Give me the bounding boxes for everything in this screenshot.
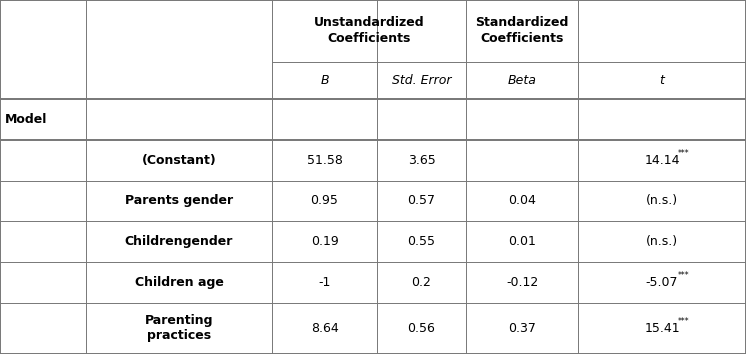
Text: B: B (320, 74, 329, 87)
Text: (n.s.): (n.s.) (646, 235, 678, 248)
Text: 0.19: 0.19 (310, 235, 339, 248)
Text: (n.s.): (n.s.) (646, 194, 678, 207)
Text: 3.65: 3.65 (407, 154, 436, 167)
Text: Parents gender: Parents gender (125, 194, 233, 207)
Text: 0.37: 0.37 (508, 322, 536, 335)
Text: ***: *** (678, 272, 689, 280)
Text: -1: -1 (319, 276, 330, 289)
Text: Beta: Beta (508, 74, 536, 87)
Text: Unstandardized
Coefficients: Unstandardized Coefficients (314, 17, 424, 45)
Text: t: t (659, 74, 665, 87)
Text: (Constant): (Constant) (142, 154, 216, 167)
Text: 0.55: 0.55 (407, 235, 436, 248)
Text: 15.41: 15.41 (645, 322, 680, 335)
Text: 0.56: 0.56 (407, 322, 436, 335)
Text: Children age: Children age (134, 276, 224, 289)
Text: Std. Error: Std. Error (392, 74, 451, 87)
Text: 0.95: 0.95 (310, 194, 339, 207)
Text: 51.58: 51.58 (307, 154, 342, 167)
Text: 0.57: 0.57 (407, 194, 436, 207)
Text: ***: *** (678, 149, 689, 158)
Text: 0.04: 0.04 (508, 194, 536, 207)
Text: -0.12: -0.12 (506, 276, 539, 289)
Text: 8.64: 8.64 (310, 322, 339, 335)
Text: ***: *** (678, 318, 689, 326)
Text: Model: Model (4, 113, 47, 126)
Text: 14.14: 14.14 (645, 154, 680, 167)
Text: Childrengender: Childrengender (125, 235, 233, 248)
Text: Standardized
Coefficients: Standardized Coefficients (475, 17, 569, 45)
Text: 0.01: 0.01 (508, 235, 536, 248)
Text: -5.07: -5.07 (646, 276, 678, 289)
Text: 0.2: 0.2 (412, 276, 431, 289)
Text: Parenting
practices: Parenting practices (145, 314, 213, 342)
